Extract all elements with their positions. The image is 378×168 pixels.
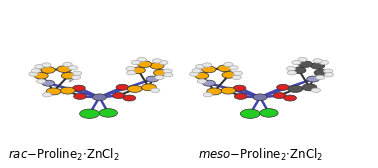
Circle shape <box>288 86 303 92</box>
Circle shape <box>324 69 333 73</box>
Circle shape <box>99 109 118 117</box>
Circle shape <box>150 88 160 92</box>
Circle shape <box>37 79 46 83</box>
Circle shape <box>197 79 206 83</box>
Circle shape <box>195 65 204 69</box>
Circle shape <box>319 60 328 65</box>
Circle shape <box>284 95 296 101</box>
Circle shape <box>80 109 99 118</box>
Circle shape <box>74 93 86 99</box>
Circle shape <box>298 57 307 62</box>
Circle shape <box>116 84 129 90</box>
Circle shape <box>307 76 319 82</box>
Circle shape <box>273 93 286 99</box>
Circle shape <box>71 75 81 79</box>
Circle shape <box>195 72 209 79</box>
Circle shape <box>123 95 136 101</box>
Circle shape <box>229 66 238 70</box>
Circle shape <box>60 87 75 94</box>
Circle shape <box>141 84 156 91</box>
Circle shape <box>316 75 325 79</box>
Circle shape <box>192 69 201 73</box>
Circle shape <box>41 67 55 73</box>
Circle shape <box>137 57 146 62</box>
Circle shape <box>46 88 61 95</box>
Circle shape <box>203 80 215 86</box>
Circle shape <box>68 66 77 70</box>
Circle shape <box>153 69 167 76</box>
Circle shape <box>302 84 317 91</box>
Circle shape <box>189 72 199 76</box>
Circle shape <box>221 87 236 94</box>
Circle shape <box>163 69 172 73</box>
Circle shape <box>92 94 107 100</box>
Circle shape <box>138 61 152 68</box>
Circle shape <box>131 60 140 65</box>
Circle shape <box>63 62 72 67</box>
Circle shape <box>34 72 48 79</box>
Text: $\it{meso}$$\mathregular{-Proline_2{\cdot}ZnCl_2}$: $\it{meso}$$\mathregular{-Proline_2{\cdo… <box>198 147 323 163</box>
Circle shape <box>260 109 278 117</box>
Circle shape <box>61 72 76 79</box>
Circle shape <box>126 67 135 71</box>
Circle shape <box>203 63 212 67</box>
Circle shape <box>164 73 173 77</box>
Circle shape <box>224 62 233 67</box>
Circle shape <box>159 60 168 65</box>
Circle shape <box>31 69 40 73</box>
Circle shape <box>42 63 51 67</box>
Circle shape <box>207 88 222 95</box>
Circle shape <box>202 66 216 73</box>
Circle shape <box>127 71 136 75</box>
Circle shape <box>233 71 242 75</box>
Circle shape <box>240 109 260 118</box>
Circle shape <box>287 71 296 75</box>
Circle shape <box>42 80 54 86</box>
Text: $\it{rac}$$\mathregular{-Proline_2{\cdot}ZnCl_2}$: $\it{rac}$$\mathregular{-Proline_2{\cdot… <box>8 147 120 163</box>
Circle shape <box>131 67 145 74</box>
Circle shape <box>146 76 159 82</box>
Circle shape <box>311 88 321 92</box>
Circle shape <box>292 60 301 65</box>
Circle shape <box>277 84 290 90</box>
Circle shape <box>73 71 82 75</box>
Circle shape <box>155 75 164 79</box>
Circle shape <box>313 59 322 63</box>
Circle shape <box>113 93 125 99</box>
Circle shape <box>43 93 52 97</box>
Circle shape <box>73 85 85 91</box>
Circle shape <box>292 67 306 74</box>
Circle shape <box>152 59 161 63</box>
Circle shape <box>234 93 247 99</box>
Circle shape <box>232 75 242 79</box>
Circle shape <box>314 69 328 76</box>
Circle shape <box>222 72 236 78</box>
Circle shape <box>35 65 44 69</box>
Circle shape <box>324 73 333 77</box>
Circle shape <box>233 85 246 91</box>
Circle shape <box>287 67 296 71</box>
Circle shape <box>150 62 164 69</box>
Circle shape <box>29 72 38 76</box>
Circle shape <box>203 93 212 97</box>
Circle shape <box>298 61 312 68</box>
Circle shape <box>253 94 267 100</box>
Circle shape <box>57 66 71 72</box>
Circle shape <box>127 86 142 92</box>
Circle shape <box>311 62 325 69</box>
Circle shape <box>218 65 232 72</box>
